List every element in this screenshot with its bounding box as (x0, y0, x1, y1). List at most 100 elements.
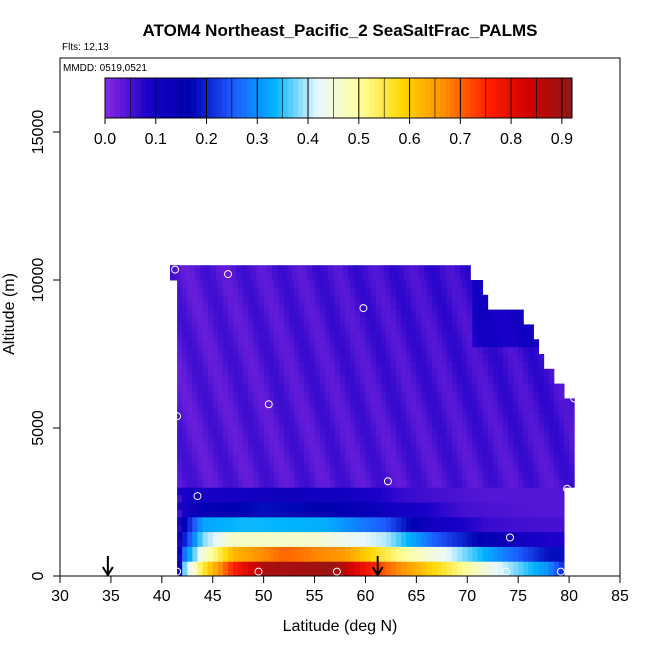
heatmap-cell (518, 317, 524, 325)
heatmap-cell (375, 324, 382, 333)
heatmap-cell (266, 272, 273, 281)
heatmap-cell (278, 524, 285, 533)
heatmap-cell (380, 509, 387, 518)
heatmap-cell (401, 398, 407, 407)
heatmap-cell (294, 539, 300, 547)
heatmap-cell (207, 398, 214, 407)
heatmap-cell (197, 368, 204, 377)
heatmap-cell (187, 479, 193, 488)
heatmap-cell (569, 465, 575, 473)
heatmap-cell (278, 472, 285, 481)
heatmap-cell (462, 368, 468, 377)
heatmap-cell (187, 502, 193, 510)
heatmap-cell (502, 450, 509, 459)
heatmap-cell (431, 450, 438, 459)
heatmap-cell (441, 509, 448, 518)
heatmap-cell (421, 405, 428, 414)
heatmap-cell (294, 287, 300, 296)
heatmap-cell (217, 516, 224, 525)
heatmap-cell (243, 280, 249, 288)
heatmap-cell (467, 317, 473, 325)
heatmap-cell (248, 516, 254, 525)
heatmap-cell (348, 265, 354, 274)
heatmap-cell (441, 465, 448, 473)
heatmap-cell (263, 317, 270, 325)
heatmap-cell (431, 294, 438, 303)
heatmap-cell (258, 450, 265, 459)
heatmap-cell (401, 413, 407, 422)
heatmap-cell (273, 309, 280, 318)
heatmap-cell (457, 539, 463, 547)
heatmap-cell (248, 309, 254, 318)
heatmap-cell (207, 568, 214, 577)
heatmap-cell (340, 302, 346, 311)
heatmap-cell (411, 331, 417, 340)
heatmap-cell (373, 272, 380, 281)
heatmap-cell (228, 317, 234, 325)
heatmap-cell (416, 502, 422, 510)
heatmap-cell (452, 383, 458, 392)
heatmap-cell (334, 561, 341, 570)
heatmap-cell (177, 280, 183, 288)
colorbar-segment (313, 78, 319, 118)
heatmap-cell (370, 302, 377, 311)
heatmap-cell (304, 509, 310, 518)
heatmap-cell (182, 346, 188, 355)
heatmap-cell (222, 553, 229, 562)
heatmap-cell (340, 420, 346, 429)
heatmap-cell (370, 287, 377, 296)
heatmap-cell (197, 294, 204, 303)
heatmap-cell (487, 376, 494, 385)
heatmap-cell (304, 494, 310, 503)
heatmap-cell (457, 309, 463, 318)
heatmap-cell (360, 331, 366, 340)
heatmap-cell (467, 457, 473, 466)
heatmap-cell (508, 309, 514, 318)
heatmap-cell (477, 509, 484, 518)
heatmap-cell (370, 450, 377, 459)
heatmap-cell (426, 294, 433, 303)
heatmap-cell (421, 361, 428, 370)
heatmap-cell (426, 354, 433, 362)
heatmap-cell (222, 361, 229, 370)
heatmap-cell (329, 457, 336, 466)
heatmap-cell (289, 398, 295, 407)
heatmap-cell (497, 368, 504, 377)
heatmap-cell (360, 531, 366, 540)
heatmap-cell (396, 479, 402, 488)
heatmap-cell (426, 546, 433, 555)
heatmap-cell (177, 287, 183, 296)
heatmap-cell (508, 524, 514, 533)
heatmap-cell (457, 413, 463, 422)
heatmap-cell (273, 354, 280, 362)
heatmap-cell (289, 368, 295, 377)
heatmap-cell (253, 309, 260, 318)
heatmap-cell (457, 487, 463, 496)
heatmap-cell (192, 516, 198, 525)
heatmap-cell (365, 280, 372, 288)
heatmap-cell (472, 450, 478, 459)
heatmap-cell (263, 294, 270, 303)
heatmap-cell (508, 368, 514, 377)
heatmap-cell (197, 354, 204, 362)
heatmap-cell (365, 435, 372, 444)
heatmap-cell (217, 553, 224, 562)
heatmap-cell (380, 457, 387, 466)
heatmap-cell (396, 487, 402, 496)
heatmap-cell (472, 391, 478, 399)
heatmap-cell (380, 309, 387, 318)
heatmap-cell (513, 420, 519, 429)
heatmap-cell (360, 494, 366, 503)
heatmap-cell (228, 516, 234, 525)
heatmap-cell (177, 553, 183, 562)
heatmap-cell (385, 472, 392, 481)
heatmap-cell (340, 405, 346, 414)
heatmap-cell (258, 509, 265, 518)
heatmap-cell (385, 405, 392, 414)
colorbar-segment (323, 78, 329, 118)
heatmap-cell (497, 428, 504, 436)
heatmap-cell (538, 465, 545, 473)
heatmap-cell (426, 450, 433, 459)
heatmap-cell (502, 383, 509, 392)
heatmap-cell (436, 376, 443, 385)
